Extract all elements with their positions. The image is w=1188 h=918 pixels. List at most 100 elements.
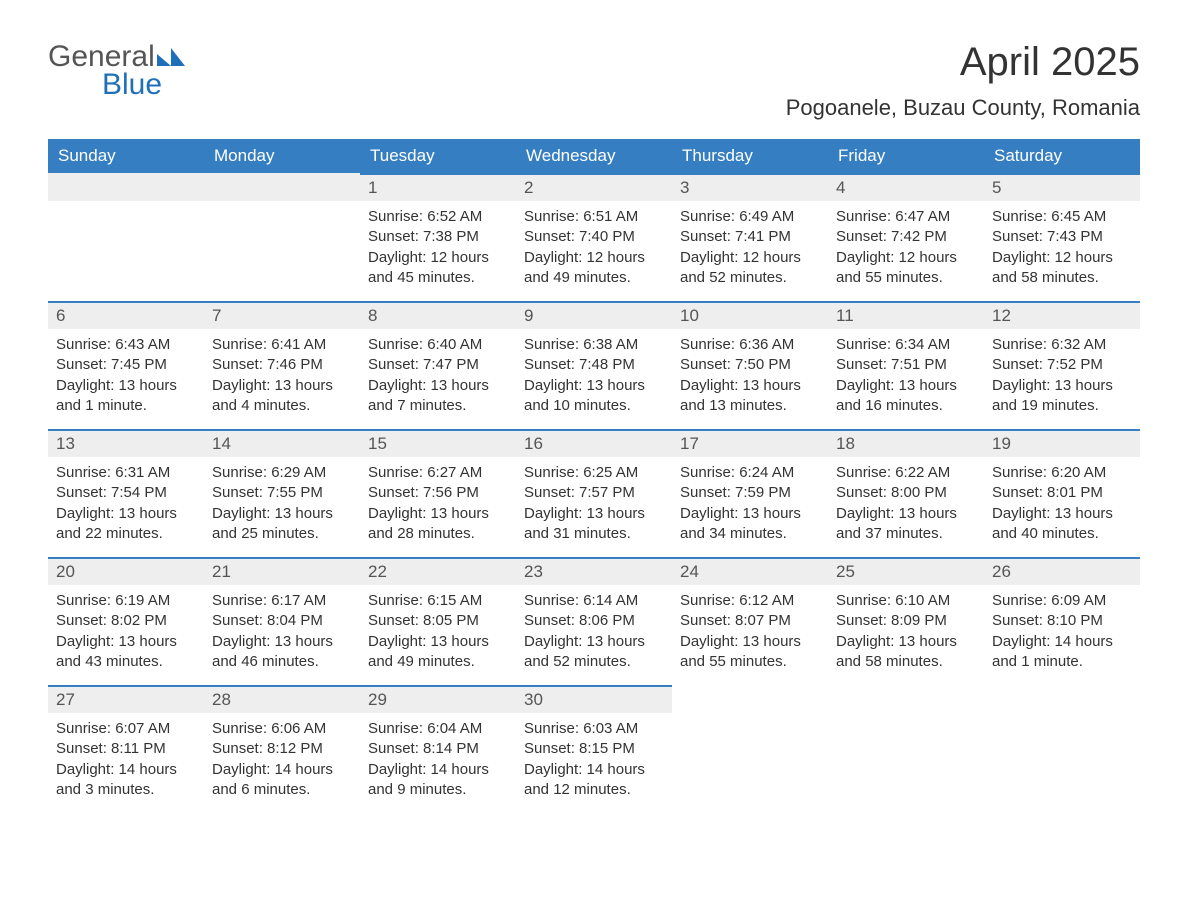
- day-number: 4: [828, 173, 984, 201]
- day-details: Sunrise: 6:49 AMSunset: 7:41 PMDaylight:…: [672, 201, 828, 292]
- weekday-header: Wednesday: [516, 139, 672, 173]
- weekday-header: Thursday: [672, 139, 828, 173]
- day-number: 9: [516, 301, 672, 329]
- calendar-day-cell: 14Sunrise: 6:29 AMSunset: 7:55 PMDayligh…: [204, 429, 360, 557]
- sunrise-text: Sunrise: 6:14 AM: [524, 591, 664, 611]
- calendar-day-cell: 25Sunrise: 6:10 AMSunset: 8:09 PMDayligh…: [828, 557, 984, 685]
- weekday-header: Sunday: [48, 139, 204, 173]
- daylight-text: Daylight: 13 hours and 34 minutes.: [680, 504, 820, 545]
- daylight-text: Daylight: 13 hours and 7 minutes.: [368, 376, 508, 417]
- day-details: Sunrise: 6:12 AMSunset: 8:07 PMDaylight:…: [672, 585, 828, 676]
- daylight-text: Daylight: 13 hours and 13 minutes.: [680, 376, 820, 417]
- sunrise-text: Sunrise: 6:06 AM: [212, 719, 352, 739]
- daylight-text: Daylight: 13 hours and 58 minutes.: [836, 632, 976, 673]
- day-details: Sunrise: 6:09 AMSunset: 8:10 PMDaylight:…: [984, 585, 1140, 676]
- sunrise-text: Sunrise: 6:07 AM: [56, 719, 196, 739]
- day-details: Sunrise: 6:45 AMSunset: 7:43 PMDaylight:…: [984, 201, 1140, 292]
- sunrise-text: Sunrise: 6:31 AM: [56, 463, 196, 483]
- day-number: 20: [48, 557, 204, 585]
- sunset-text: Sunset: 7:45 PM: [56, 355, 196, 375]
- daylight-text: Daylight: 12 hours and 45 minutes.: [368, 248, 508, 289]
- calendar-day-cell: 9Sunrise: 6:38 AMSunset: 7:48 PMDaylight…: [516, 301, 672, 429]
- daylight-text: Daylight: 13 hours and 31 minutes.: [524, 504, 664, 545]
- sunset-text: Sunset: 8:11 PM: [56, 739, 196, 759]
- day-number: 5: [984, 173, 1140, 201]
- sunset-text: Sunset: 8:14 PM: [368, 739, 508, 759]
- daylight-text: Daylight: 13 hours and 4 minutes.: [212, 376, 352, 417]
- day-details: Sunrise: 6:22 AMSunset: 8:00 PMDaylight:…: [828, 457, 984, 548]
- sunset-text: Sunset: 7:52 PM: [992, 355, 1132, 375]
- day-details: Sunrise: 6:41 AMSunset: 7:46 PMDaylight:…: [204, 329, 360, 420]
- day-number: 3: [672, 173, 828, 201]
- calendar-day-cell: 26Sunrise: 6:09 AMSunset: 8:10 PMDayligh…: [984, 557, 1140, 685]
- calendar-day-cell: 12Sunrise: 6:32 AMSunset: 7:52 PMDayligh…: [984, 301, 1140, 429]
- day-details: Sunrise: 6:20 AMSunset: 8:01 PMDaylight:…: [984, 457, 1140, 548]
- sunset-text: Sunset: 7:46 PM: [212, 355, 352, 375]
- sunrise-text: Sunrise: 6:43 AM: [56, 335, 196, 355]
- calendar-day-cell: 24Sunrise: 6:12 AMSunset: 8:07 PMDayligh…: [672, 557, 828, 685]
- sunrise-text: Sunrise: 6:52 AM: [368, 207, 508, 227]
- sunset-text: Sunset: 8:06 PM: [524, 611, 664, 631]
- month-title: April 2025: [786, 40, 1140, 85]
- day-number: 19: [984, 429, 1140, 457]
- calendar-day-cell: 4Sunrise: 6:47 AMSunset: 7:42 PMDaylight…: [828, 173, 984, 301]
- sunrise-text: Sunrise: 6:45 AM: [992, 207, 1132, 227]
- day-details: Sunrise: 6:14 AMSunset: 8:06 PMDaylight:…: [516, 585, 672, 676]
- calendar-day-cell: 23Sunrise: 6:14 AMSunset: 8:06 PMDayligh…: [516, 557, 672, 685]
- sunset-text: Sunset: 7:56 PM: [368, 483, 508, 503]
- calendar-day-cell: 27Sunrise: 6:07 AMSunset: 8:11 PMDayligh…: [48, 685, 204, 813]
- day-number: 10: [672, 301, 828, 329]
- day-details: Sunrise: 6:17 AMSunset: 8:04 PMDaylight:…: [204, 585, 360, 676]
- weekday-header: Monday: [204, 139, 360, 173]
- day-details: Sunrise: 6:40 AMSunset: 7:47 PMDaylight:…: [360, 329, 516, 420]
- day-details: Sunrise: 6:38 AMSunset: 7:48 PMDaylight:…: [516, 329, 672, 420]
- day-details: Sunrise: 6:24 AMSunset: 7:59 PMDaylight:…: [672, 457, 828, 548]
- daylight-text: Daylight: 13 hours and 28 minutes.: [368, 504, 508, 545]
- calendar-week-row: 20Sunrise: 6:19 AMSunset: 8:02 PMDayligh…: [48, 557, 1140, 685]
- day-number: 2: [516, 173, 672, 201]
- day-details: Sunrise: 6:25 AMSunset: 7:57 PMDaylight:…: [516, 457, 672, 548]
- sunrise-text: Sunrise: 6:34 AM: [836, 335, 976, 355]
- day-details: Sunrise: 6:15 AMSunset: 8:05 PMDaylight:…: [360, 585, 516, 676]
- brand-text: General Blue: [48, 40, 185, 102]
- calendar-day-cell: 16Sunrise: 6:25 AMSunset: 7:57 PMDayligh…: [516, 429, 672, 557]
- sunset-text: Sunset: 7:57 PM: [524, 483, 664, 503]
- day-details: Sunrise: 6:36 AMSunset: 7:50 PMDaylight:…: [672, 329, 828, 420]
- calendar-day-cell: 15Sunrise: 6:27 AMSunset: 7:56 PMDayligh…: [360, 429, 516, 557]
- day-details: Sunrise: 6:29 AMSunset: 7:55 PMDaylight:…: [204, 457, 360, 548]
- day-details: Sunrise: 6:32 AMSunset: 7:52 PMDaylight:…: [984, 329, 1140, 420]
- sunset-text: Sunset: 7:55 PM: [212, 483, 352, 503]
- day-details: Sunrise: 6:19 AMSunset: 8:02 PMDaylight:…: [48, 585, 204, 676]
- daylight-text: Daylight: 13 hours and 16 minutes.: [836, 376, 976, 417]
- calendar-day-cell: 21Sunrise: 6:17 AMSunset: 8:04 PMDayligh…: [204, 557, 360, 685]
- sunset-text: Sunset: 7:38 PM: [368, 227, 508, 247]
- daylight-text: Daylight: 14 hours and 6 minutes.: [212, 760, 352, 801]
- calendar-day-cell: 18Sunrise: 6:22 AMSunset: 8:00 PMDayligh…: [828, 429, 984, 557]
- daylight-text: Daylight: 14 hours and 9 minutes.: [368, 760, 508, 801]
- calendar-day-cell: 17Sunrise: 6:24 AMSunset: 7:59 PMDayligh…: [672, 429, 828, 557]
- sunrise-text: Sunrise: 6:32 AM: [992, 335, 1132, 355]
- day-number: 13: [48, 429, 204, 457]
- day-number: 30: [516, 685, 672, 713]
- day-number: 1: [360, 173, 516, 201]
- day-number: 18: [828, 429, 984, 457]
- sunset-text: Sunset: 7:40 PM: [524, 227, 664, 247]
- day-details: Sunrise: 6:51 AMSunset: 7:40 PMDaylight:…: [516, 201, 672, 292]
- sunset-text: Sunset: 8:15 PM: [524, 739, 664, 759]
- day-number: 29: [360, 685, 516, 713]
- sunset-text: Sunset: 7:48 PM: [524, 355, 664, 375]
- sunrise-text: Sunrise: 6:09 AM: [992, 591, 1132, 611]
- sunset-text: Sunset: 7:41 PM: [680, 227, 820, 247]
- daylight-text: Daylight: 12 hours and 58 minutes.: [992, 248, 1132, 289]
- sunset-text: Sunset: 8:02 PM: [56, 611, 196, 631]
- sunrise-text: Sunrise: 6:10 AM: [836, 591, 976, 611]
- daylight-text: Daylight: 12 hours and 49 minutes.: [524, 248, 664, 289]
- sunrise-text: Sunrise: 6:40 AM: [368, 335, 508, 355]
- sunrise-text: Sunrise: 6:03 AM: [524, 719, 664, 739]
- sunrise-text: Sunrise: 6:24 AM: [680, 463, 820, 483]
- location-subtitle: Pogoanele, Buzau County, Romania: [786, 95, 1140, 121]
- daylight-text: Daylight: 13 hours and 25 minutes.: [212, 504, 352, 545]
- calendar-day-cell: 10Sunrise: 6:36 AMSunset: 7:50 PMDayligh…: [672, 301, 828, 429]
- day-number: 24: [672, 557, 828, 585]
- sunrise-text: Sunrise: 6:20 AM: [992, 463, 1132, 483]
